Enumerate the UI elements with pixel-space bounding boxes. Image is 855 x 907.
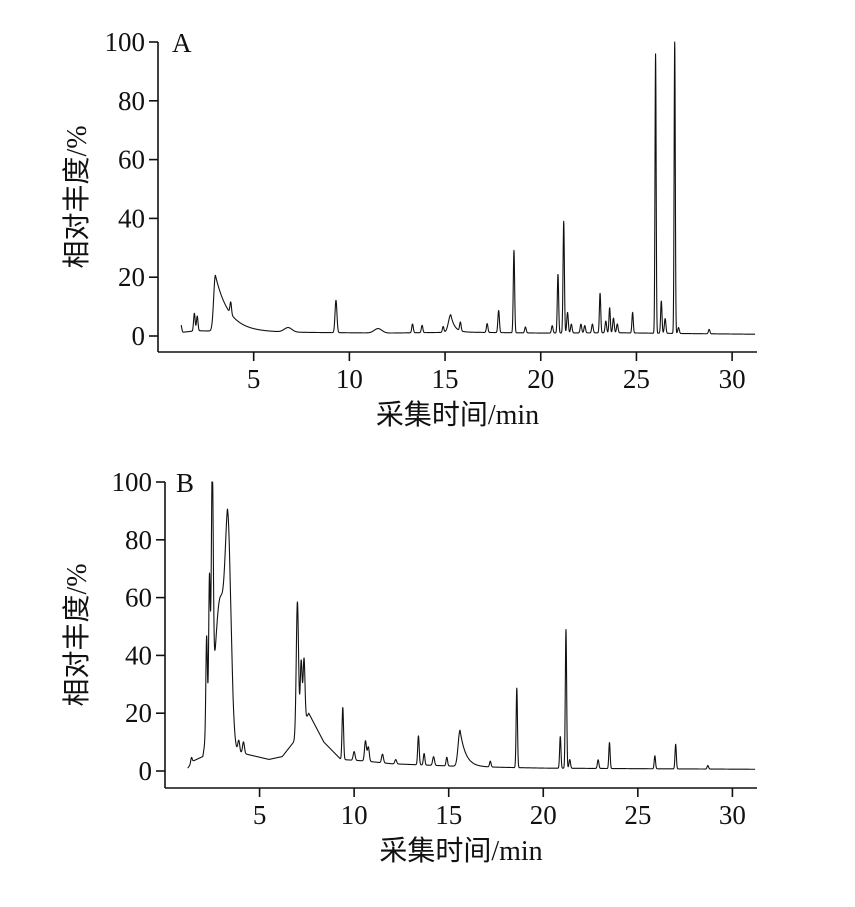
- y-tick-label: 20: [118, 262, 145, 292]
- panel-b-chart: B 采集时间/min 相对丰度/% 0 20 40 60 80 100 5 10 15 20 25 3…: [61, 467, 757, 867]
- x-tick-label: 20: [530, 800, 557, 830]
- y-tick-label: 100: [105, 27, 146, 57]
- x-tick-label: 30: [719, 364, 746, 394]
- y-tick-label: 40: [118, 203, 145, 233]
- y-tick-label: 0: [139, 756, 153, 786]
- y-tick-label: 80: [125, 525, 152, 555]
- x-tick-label: 25: [624, 800, 651, 830]
- y-tick-label: 80: [118, 86, 145, 116]
- x-tick-label: 20: [527, 364, 554, 394]
- x-tick-label: 15: [435, 800, 462, 830]
- x-tick-label: 5: [247, 364, 261, 394]
- panel-a-x-axis-title: 采集时间/min: [376, 399, 539, 431]
- panel-a-chromatogram-line: [180, 41, 756, 335]
- panel-b-label: B: [176, 468, 194, 498]
- panel-b-x-axis-title: 采集时间/min: [379, 835, 542, 867]
- y-tick-label: 20: [125, 698, 152, 728]
- x-tick-label: 30: [719, 800, 746, 830]
- panel-a-y-axis-title: 相对丰度/%: [61, 125, 93, 268]
- x-tick-label: 5: [253, 800, 267, 830]
- y-tick-label: 100: [112, 467, 153, 497]
- y-tick-label: 60: [118, 145, 145, 175]
- x-tick-label: 15: [432, 364, 459, 394]
- x-tick-label: 25: [623, 364, 650, 394]
- panel-a-label: A: [172, 28, 192, 58]
- y-tick-label: 60: [125, 583, 152, 613]
- y-tick-label: 0: [132, 321, 146, 351]
- x-tick-label: 10: [336, 364, 363, 394]
- panel-b-chromatogram-line: [187, 481, 756, 770]
- y-tick-label: 40: [125, 640, 152, 670]
- panel-a-chart: A 采集时间/min 相对丰度/% 0 20 40 60 80 100 5 10 15 20 25 3…: [61, 27, 757, 431]
- x-tick-label: 10: [341, 800, 368, 830]
- panel-b-y-axis-title: 相对丰度/%: [61, 563, 93, 706]
